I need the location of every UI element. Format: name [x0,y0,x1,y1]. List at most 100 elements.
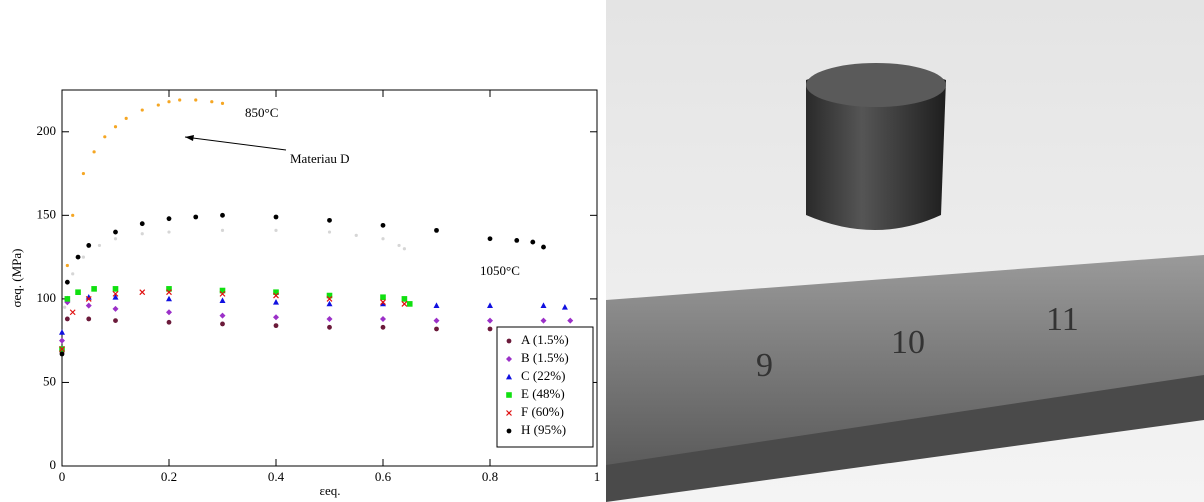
legend-marker [506,428,512,434]
legend-marker [506,373,512,380]
ruler-edge [606,375,1204,502]
data-point [401,296,408,302]
data-point [113,125,118,129]
data-point [59,329,65,335]
data-point [194,98,198,102]
data-point [167,230,171,234]
data-point [434,227,439,233]
data-point [71,272,75,276]
ruler-label: 10 [891,324,925,361]
data-point [540,317,547,324]
data-point [220,101,225,105]
legend-label: C (22%) [521,368,565,383]
data-point [86,243,92,248]
data-point [166,289,172,296]
data-point [112,286,119,292]
data-point [327,230,332,234]
annotation-arrow [184,136,287,151]
data-point [113,229,118,235]
data-point [166,319,172,325]
annotation: Materiau D [290,151,350,166]
data-point [64,316,70,322]
legend-box [496,326,594,448]
data-point [103,135,107,139]
data-point [354,233,358,237]
data-point [71,213,75,217]
x-tick-label: 1 [594,469,600,484]
legend-marker [506,338,512,344]
data-point [69,309,76,316]
data-point [219,297,226,303]
data-point [166,286,172,292]
data-point [406,301,413,307]
data-point [75,254,81,260]
x-tick-label: 0.8 [482,469,498,484]
data-point [380,299,386,306]
legend-label: B (1.5%) [521,350,569,365]
data-point [178,98,182,102]
data-point [220,321,225,327]
data-point [75,289,81,296]
data-point [567,317,574,324]
annotation: 1050°C [480,263,520,278]
data-point [487,326,493,332]
x-tick-label: 0.6 [375,469,392,484]
data-point [166,309,172,316]
x-tick-label: 0 [59,469,66,484]
legend-label: E (48%) [521,386,565,401]
data-point [140,232,144,236]
data-point [327,324,332,330]
data-point [273,214,279,220]
data-point [59,346,65,352]
ruler [606,255,1204,470]
data-point [220,212,225,218]
x-axis-label: εeq. [320,483,341,498]
data-point [85,295,92,302]
legend-marker [506,392,512,398]
data-point [326,292,333,299]
data-point [64,296,71,302]
data-point [380,324,386,330]
data-point [487,302,493,308]
data-point [59,351,65,357]
data-point [273,292,279,299]
y-tick-label: 0 [50,457,57,472]
data-point [63,305,67,309]
data-point [167,100,171,104]
data-point [530,239,536,245]
data-point [401,300,408,307]
data-point [65,263,69,268]
ruler-label: 11 [1046,301,1079,338]
data-point [85,302,92,309]
data-point [380,294,386,301]
data-point [92,150,96,154]
data-point [86,316,92,322]
data-point [326,300,333,307]
data-point [81,171,85,176]
legend-label: F (60%) [521,404,564,419]
x-tick-label: 0.4 [268,469,285,484]
ruler-label: 9 [756,347,773,384]
data-point [433,317,440,324]
y-tick-label: 150 [37,206,57,221]
sample-cylinder [806,67,946,230]
data-point [97,243,102,248]
data-point [166,216,172,222]
data-point [193,214,199,220]
data-point [274,228,278,232]
data-point [112,290,119,297]
data-point [113,318,118,324]
y-tick-label: 50 [43,373,56,388]
data-point [541,244,546,250]
data-point [487,317,493,324]
legend-marker [506,356,512,362]
data-point [397,243,401,248]
data-point [273,299,279,305]
y-tick-label: 100 [37,290,57,305]
data-point [561,304,568,310]
legend-label: H (95%) [521,422,566,437]
data-point [540,302,547,308]
data-point [219,290,226,297]
data-point [514,238,520,243]
legend-label: A (1.5%) [521,332,569,347]
